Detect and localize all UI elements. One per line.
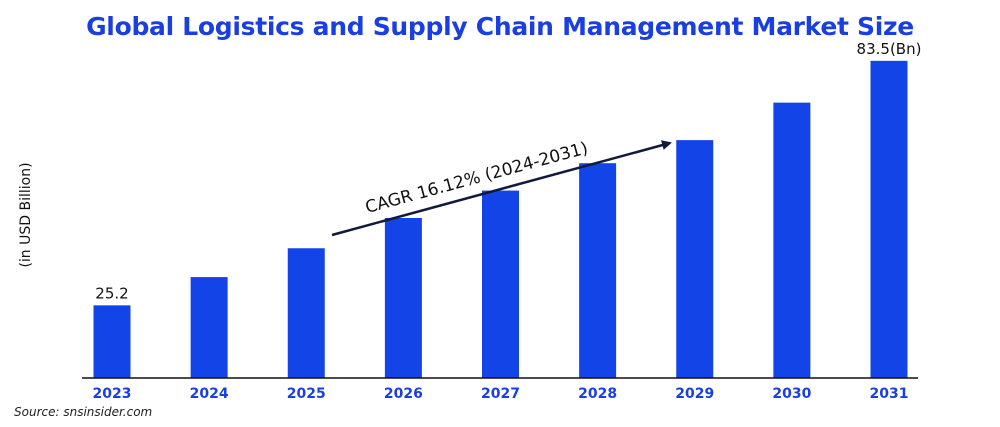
bar-2025 bbox=[287, 248, 325, 378]
data-label-2023: 25.2 bbox=[95, 284, 128, 302]
y-axis-label: (in USD Billion) bbox=[18, 162, 34, 267]
bar-2028 bbox=[579, 163, 617, 378]
bar-2031 bbox=[870, 60, 908, 378]
x-tick-2023: 2023 bbox=[93, 386, 132, 402]
x-tick-2029: 2029 bbox=[675, 386, 714, 402]
chart-title: Global Logistics and Supply Chain Manage… bbox=[86, 12, 914, 41]
bar-2027 bbox=[482, 190, 519, 378]
cagr-annotation: CAGR 16.12% (2024-2031) bbox=[363, 138, 590, 218]
x-tick-2026: 2026 bbox=[384, 386, 423, 402]
bar-2023 bbox=[93, 305, 131, 378]
cagr-arrow bbox=[331, 140, 672, 237]
data-label-2031: 83.5(Bn) bbox=[857, 40, 922, 58]
x-tick-2025: 2025 bbox=[287, 386, 326, 402]
bar-2030 bbox=[773, 102, 811, 379]
bar-2026 bbox=[384, 217, 422, 378]
bar-2029 bbox=[676, 140, 714, 378]
x-tick-2031: 2031 bbox=[870, 386, 909, 402]
x-tick-2024: 2024 bbox=[190, 386, 229, 402]
x-tick-2028: 2028 bbox=[578, 386, 617, 402]
x-tick-2030: 2030 bbox=[772, 386, 811, 402]
x-tick-2027: 2027 bbox=[481, 386, 520, 402]
source-note: Source: snsinsider.com bbox=[14, 405, 153, 419]
bar-2024 bbox=[190, 277, 228, 378]
